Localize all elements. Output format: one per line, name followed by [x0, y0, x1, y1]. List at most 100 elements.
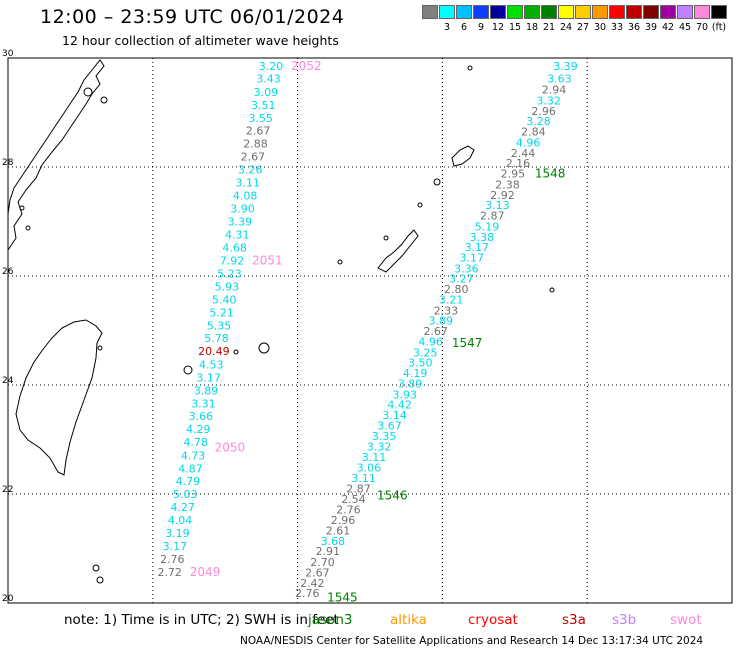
track-time-label: 2052 — [291, 59, 322, 73]
swh-label: 3.89 — [429, 315, 454, 328]
swh-label: 5.19 — [475, 220, 500, 233]
colorbar-label: 12 — [491, 22, 505, 33]
swh-label: 3.28 — [526, 115, 551, 128]
swh-label: 3.06 — [357, 461, 382, 474]
track-time-label: 2049 — [190, 565, 221, 579]
colorbar-cell — [626, 5, 642, 19]
colorbar-cell — [660, 5, 676, 19]
island-outline — [83, 87, 93, 97]
colorbar-label: 27 — [576, 22, 590, 33]
colorbar-cell — [575, 5, 591, 19]
track-east: 3.393.632.943.322.963.282.844.962.442.16… — [295, 60, 578, 604]
map-frame — [7, 57, 733, 604]
swh-label: 4.29 — [186, 423, 211, 436]
colorbar-label: 36 — [627, 22, 641, 33]
axis-tick-labels: 120123126129132135302826242220 — [2, 49, 14, 604]
swh-label: 3.20 — [259, 60, 284, 73]
swh-label: 3.90 — [230, 202, 255, 215]
island-outline — [97, 345, 103, 351]
track-time-label: 2050 — [215, 441, 246, 455]
colorbar-label: 18 — [525, 22, 539, 33]
colorbar-cell — [558, 5, 574, 19]
swh-label: 3.93 — [392, 388, 417, 401]
swh-label: 3.39 — [553, 60, 578, 73]
colorbar-label: 6 — [460, 22, 468, 33]
swh-label: 4.68 — [222, 242, 247, 255]
swh-label: 2.67 — [241, 151, 266, 164]
island-outline — [337, 259, 343, 265]
footer-credit: NOAA/NESDIS Center for Satellite Applica… — [240, 635, 704, 647]
swh-label: 3.13 — [485, 199, 510, 212]
colorbar-cell — [524, 5, 540, 19]
swh-label: 5.23 — [217, 267, 242, 280]
swh-label: 4.78 — [183, 436, 208, 449]
colorbar-cell — [422, 5, 438, 19]
lat-tick-label: 22 — [2, 485, 13, 495]
swh-label: 3.66 — [189, 410, 214, 423]
swh-label: 3.11 — [362, 451, 387, 464]
swh-label: 3.43 — [256, 73, 281, 86]
swh-label: 2.91 — [316, 545, 341, 558]
legend-item-altika: altika — [390, 612, 427, 628]
swh-label: 4.79 — [176, 475, 201, 488]
swh-label: 2.67 — [246, 124, 271, 137]
lat-tick-label: 20 — [2, 594, 14, 604]
swh-label: 3.51 — [251, 99, 276, 112]
swh-label: 5.93 — [215, 280, 240, 293]
legend-item-s3b: s3b — [612, 612, 637, 628]
colorbar-label: 33 — [610, 22, 624, 33]
swh-label: 3.17 — [465, 241, 490, 254]
swh-label: 2.38 — [495, 178, 520, 191]
lat-tick-label: 30 — [2, 49, 14, 59]
colorbar-label: (ft) — [711, 22, 727, 33]
swh-label: 4.87 — [178, 462, 203, 475]
swh-label: 2.54 — [341, 493, 366, 506]
swh-label: 3.39 — [228, 216, 253, 229]
swh-label: 2.84 — [521, 126, 546, 139]
swh-label: 2.80 — [444, 283, 469, 296]
swh-label: 2.95 — [501, 168, 526, 181]
swh-label: 3.11 — [236, 176, 261, 189]
track-time-label: 1545 — [327, 591, 358, 605]
colorbar-cell — [490, 5, 506, 19]
swh-label: 3.14 — [382, 409, 407, 422]
island-outline — [417, 202, 423, 208]
track-time-label: 2051 — [252, 254, 283, 268]
colorbar-cell — [694, 5, 710, 19]
swh-label: 3.32 — [536, 95, 561, 108]
island-outline — [183, 365, 193, 375]
swh-label: 2.87 — [346, 483, 371, 496]
island-outline — [258, 342, 270, 354]
swh-label: 4.31 — [225, 229, 250, 242]
swh-label: 3.27 — [449, 273, 474, 286]
swh-label: 3.36 — [454, 262, 479, 275]
swh-label: 7.92 — [220, 255, 245, 268]
swh-label: 3.09 — [254, 86, 279, 99]
lat-tick-label: 24 — [2, 376, 14, 386]
island-outline — [25, 225, 31, 231]
lat-lon-grid — [8, 58, 732, 603]
colorbar-cell — [677, 5, 693, 19]
swh-label: 4.27 — [170, 501, 195, 514]
swh-label: 3.17 — [163, 540, 188, 553]
swh-label: 3.89 — [194, 384, 219, 397]
swh-label: 2.70 — [310, 556, 335, 569]
swh-label: 3.63 — [547, 73, 572, 86]
colorbar-cell — [609, 5, 625, 19]
island-outline — [383, 235, 389, 241]
swh-label: 2.94 — [542, 84, 567, 97]
swh-label: 3.32 — [367, 441, 392, 454]
swh-label: 2.44 — [511, 147, 536, 160]
colorbar-cell — [541, 5, 557, 19]
swh-label: 4.96 — [516, 136, 541, 149]
map-border — [7, 57, 733, 604]
swh-label: 5.03 — [173, 488, 198, 501]
island-outline — [549, 287, 555, 293]
swh-label: 2.76 — [160, 553, 185, 566]
colorbar-label: 30 — [593, 22, 607, 33]
swh-label: 2.72 — [157, 566, 182, 579]
swh-label: 3.17 — [459, 251, 484, 264]
swh-label: 2.61 — [326, 525, 351, 538]
swh-label: 4.73 — [181, 449, 206, 462]
swh-label: 2.96 — [331, 514, 356, 527]
